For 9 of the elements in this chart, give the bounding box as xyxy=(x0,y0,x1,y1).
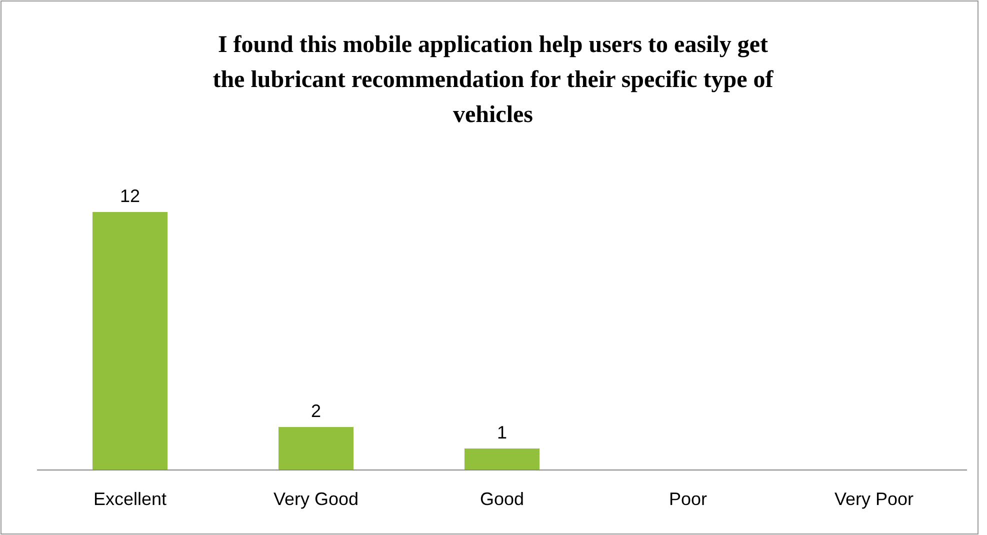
x-tick-label: Poor xyxy=(668,489,708,509)
x-tick-label: Excellent xyxy=(93,489,167,509)
data-label: 12 xyxy=(120,186,140,206)
chart-title: I found this mobile application help users to easily get the lubricant recommendation for their specific type of vehicles xyxy=(212,32,774,128)
x-tick-label: Good xyxy=(480,489,524,509)
x-tick-label: Very Good xyxy=(273,489,359,509)
data-label: 1 xyxy=(496,422,508,442)
x-tick-label: Very Poor xyxy=(834,489,914,509)
data-label: 2 xyxy=(310,401,322,421)
